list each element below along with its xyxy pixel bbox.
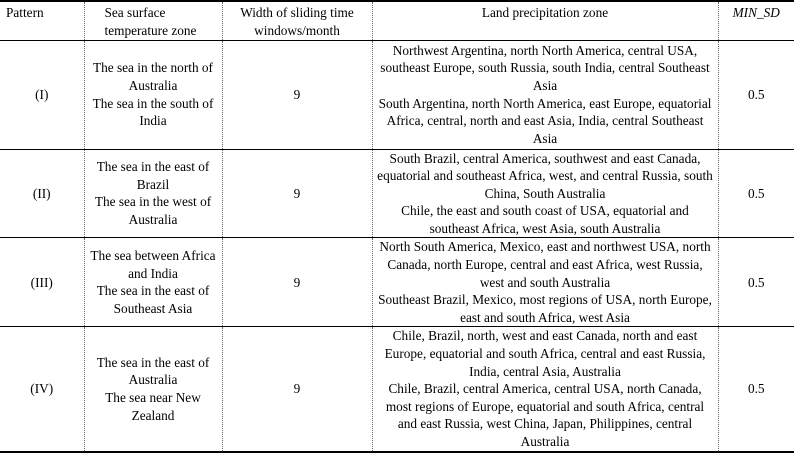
header-land-zone-text: Land precipitation zone [481,5,609,20]
cell-window: 9 [221,40,372,149]
cell-min-sd: 0.5 [717,149,794,238]
table-row: (IV) The sea in the east of Australia Th… [0,326,794,452]
cell-window: 9 [221,149,372,238]
table-header: Pattern Sea surface temperature zone Wid… [0,1,794,40]
sst-zone-a: The sea in the east of Brazil [96,159,210,192]
land-zone-b: Chile, the east and south coast of USA, … [401,203,689,236]
cell-window: 9 [221,237,372,327]
land-zone-b: South Argentina, north North America, ea… [378,95,712,146]
header-pattern: Pattern [0,1,84,40]
table-body: (I) The sea in the north of Australia Th… [0,40,794,452]
cell-min-sd: 0.5 [717,40,794,149]
header-min-sd-text: MIN_SD [732,5,780,20]
header-pattern-text: Pattern [6,5,44,20]
land-zone-a: Northwest Argentina, north North America… [380,42,710,93]
header-sst-zone-line2: temperature zone [104,22,197,38]
cell-land-zone: North South America, Mexico, east and no… [371,237,718,327]
cell-sst-zone: The sea in the east of Australia The sea… [83,326,222,452]
land-zone-b: Southeast Brazil, Mexico, most regions o… [378,292,712,325]
table-row: (I) The sea in the north of Australia Th… [0,40,794,149]
cell-sst-zone: The sea in the east of Brazil The sea in… [83,149,222,238]
cell-min-sd: 0.5 [717,237,794,327]
sst-zone-a: The sea in the east of Australia [96,354,210,388]
land-zone-b: Chile, Brazil, central America, central … [385,381,705,450]
table-row: (III) The sea between Africa and India T… [0,237,794,327]
header-sst-zone: Sea surface temperature zone [83,1,222,40]
header-min-sd: MIN_SD [717,1,794,40]
cell-pattern: (I) [35,86,49,102]
cell-land-zone: South Brazil, central America, southwest… [371,149,718,238]
sst-zone-b: The sea in the south of India [92,95,214,129]
cell-pattern: (II) [32,185,51,201]
cell-pattern: (III) [30,274,53,290]
cell-window: 9 [221,326,372,452]
cell-sst-zone: The sea in the north of Australia The se… [83,40,222,149]
header-land-zone: Land precipitation zone [371,1,718,40]
sst-zone-b: The sea near New Zealand [105,390,201,423]
cell-land-zone: Northwest Argentina, north North America… [371,40,718,149]
land-zone-a: South Brazil, central America, southwest… [377,150,713,201]
header-window-line2: windows/month [254,22,340,38]
header-sst-zone-line1: Sea surface [104,5,166,20]
cell-pattern: (IV) [30,381,54,397]
cell-min-sd: 0.5 [717,326,794,452]
sst-zone-a: The sea in the north of Australia [92,60,213,93]
land-zone-a: North South America, Mexico, east and no… [379,239,711,290]
cell-sst-zone: The sea between Africa and India The sea… [83,237,222,327]
header-row: Pattern Sea surface temperature zone Wid… [0,1,794,40]
land-zone-a: Chile, Brazil, north, west and east Cana… [384,328,706,379]
sst-zone-a: The sea between Africa and India [90,248,216,281]
sst-zone-b: The sea in the east of Southeast Asia [96,283,210,317]
header-window: Width of sliding time windows/month [221,1,372,40]
header-window-line1: Width of sliding time [240,5,354,20]
cell-land-zone: Chile, Brazil, north, west and east Cana… [371,326,718,452]
sst-zone-b: The sea in the west of Australia [94,194,212,228]
table-row: (II) The sea in the east of Brazil The s… [0,149,794,238]
